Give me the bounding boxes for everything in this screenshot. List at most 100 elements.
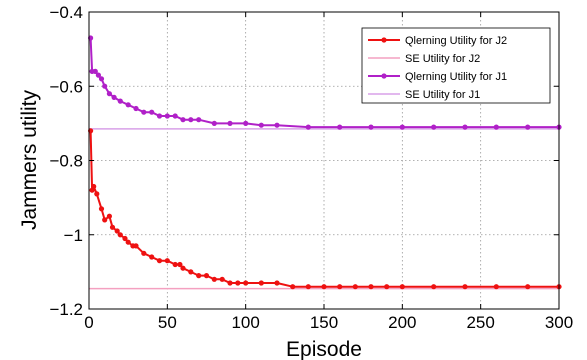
data-point [109,224,116,230]
data-point [172,113,178,119]
x-tick-label: 300 [545,313,573,332]
y-tick-label: −0.8 [49,152,83,171]
y-tick-label: −0.4 [49,3,83,22]
data-point [258,280,264,286]
data-point [399,124,405,130]
data-point [133,105,139,112]
data-point [321,284,327,290]
data-point [352,284,358,290]
data-point [493,124,499,130]
data-point [337,124,343,130]
data-point [399,284,405,290]
data-point [92,68,98,74]
data-point [211,276,217,282]
legend-label: SE Utility for J2 [405,53,480,65]
data-point [203,273,210,279]
data-point [337,284,343,290]
data-point [290,284,296,290]
series-layer [88,35,562,290]
series-3 [88,35,562,130]
data-point [172,261,178,268]
data-point [164,258,170,264]
y-tick-label: −1 [64,226,83,245]
y-axis-label: Jammers utility [18,89,41,230]
data-point [274,122,280,128]
y-tick-label: −1.2 [49,300,83,319]
data-point [188,117,194,123]
legend-box [361,27,551,104]
data-point [91,183,97,190]
x-axis-label: Episode [286,338,362,360]
data-point [368,124,374,130]
data-point [196,117,202,123]
data-point [125,102,131,108]
data-point [219,276,225,282]
data-point [274,280,280,286]
data-point [431,284,437,290]
x-tick-label: 0 [84,313,93,332]
x-tick-label: 100 [231,313,259,332]
data-point [188,269,194,275]
data-point [180,117,186,123]
series-1 [88,128,562,290]
data-point [102,217,108,223]
data-point [243,120,249,126]
data-point [305,284,311,290]
legend-marker [381,37,387,43]
data-point [211,120,217,126]
data-point [227,120,233,126]
data-point [235,280,241,286]
data-point [164,113,170,119]
data-point [149,254,155,260]
data-point [196,273,202,279]
data-point [258,122,264,128]
legend-label: SE Utility for J1 [405,89,480,101]
data-point [462,284,468,290]
data-point [94,191,100,197]
data-point [122,235,128,242]
legend-item: SE Utility for J1 [368,89,480,101]
data-point [117,98,123,104]
data-point [106,91,112,97]
data-point [368,284,374,290]
data-point [98,76,105,82]
data-point [156,258,163,264]
x-tick-label: 50 [158,313,177,332]
data-point [525,284,531,290]
data-point [125,239,131,245]
data-point [243,280,249,286]
data-point [156,113,163,119]
legend-marker [381,73,387,79]
data-point [117,232,123,238]
data-point [493,284,499,290]
y-tick-label: −0.6 [49,77,83,96]
data-point [525,124,531,130]
data-point [114,228,120,234]
data-point [384,284,390,290]
legend: Qlerning Utility for J2 SE Utility for J2… [361,27,551,104]
data-point [431,124,437,130]
legend-item: Qlerning Utility for J2 [368,35,507,47]
legend-label: Qlerning Utility for J2 [405,35,507,47]
data-point [462,124,468,130]
legend-item: Qlerning Utility for J1 [368,71,507,83]
data-point [111,94,117,100]
data-point [102,83,108,89]
data-point [106,213,112,219]
x-tick-label: 250 [466,313,494,332]
legend-label: Qlerning Utility for J1 [405,71,507,83]
data-point [305,124,311,130]
data-point [177,261,183,268]
legend-item: SE Utility for J2 [368,53,480,65]
data-point [149,109,155,115]
data-point [180,265,186,271]
x-tick-label: 150 [310,313,338,332]
data-point [141,109,147,115]
data-point [227,280,233,286]
data-point [98,206,105,212]
x-tick-label: 200 [388,313,416,332]
data-point [133,243,139,249]
data-point [95,72,101,78]
data-point [141,250,147,256]
